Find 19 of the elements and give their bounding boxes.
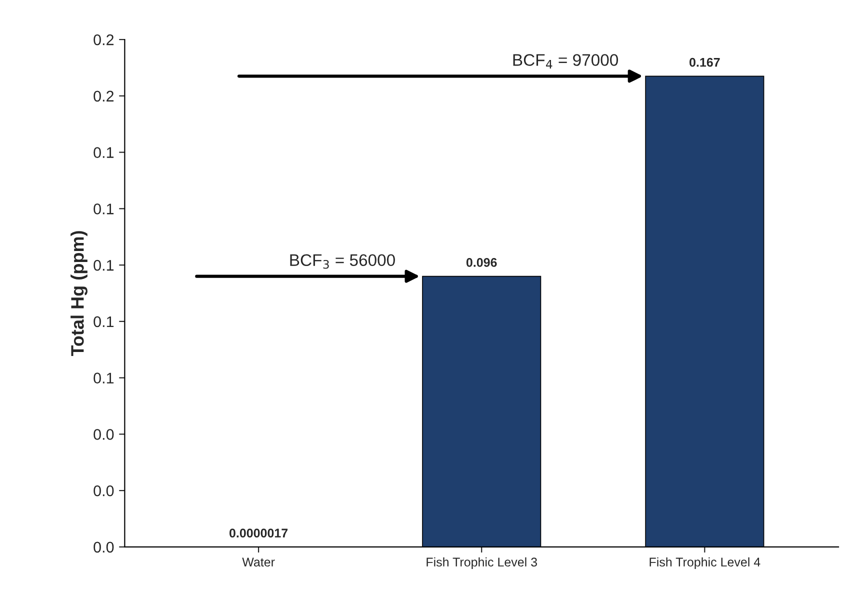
x-tick-label: Fish Trophic Level 3 [426,557,537,569]
data-label: 0.167 [690,58,720,67]
y-tick-label: 0.1 [94,316,114,328]
annotation: BCF$_{3}$ = 56000 [290,254,395,269]
y-axis-title: Total Hg (ppm) [70,231,88,356]
x-tick-label: Water [242,558,275,567]
annotation: BCF$_{4}$ = 97000 [513,54,618,68]
x-tick-label: Fish Trophic Level 4 [650,557,760,569]
data-label: 0.0000017 [229,528,288,538]
y-tick-label: 0.0 [94,485,114,496]
y-tick-label: 0.0 [94,429,114,440]
y-tick-label: 0.1 [94,372,114,384]
data-label: 0.096 [466,258,497,267]
y-tick-label: 0.1 [94,204,114,214]
y-tick-label: 0.2 [94,90,114,102]
y-tick-label: 0.1 [94,147,114,158]
y-tick-label: 0.1 [94,260,114,271]
y-tick-label: 0.2 [94,34,114,46]
y-tick-label: 0.0 [94,542,114,553]
